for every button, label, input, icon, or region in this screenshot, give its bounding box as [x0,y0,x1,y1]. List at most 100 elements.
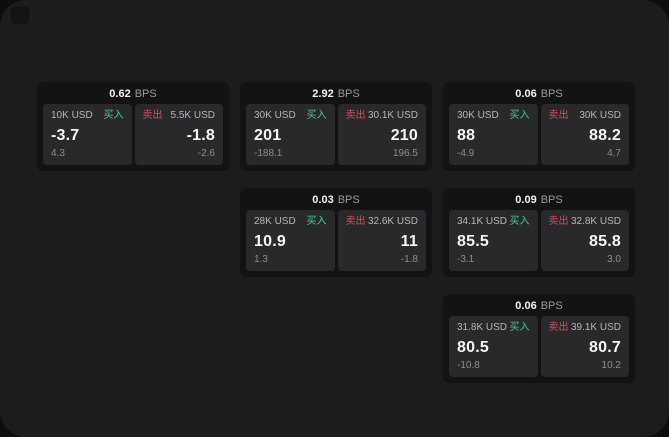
sell-size-label: 32.6K USD [367,216,418,227]
buy-size-label: 34.1K USD [457,216,508,227]
sell-delta: 196.5 [392,148,418,159]
sell-size-label: 32.8K USD [570,216,621,227]
bps-value: 2.92 [312,87,334,100]
card-body: 10K USD 买入 -3.7 4.3 卖出 5.5K USD -1.8 -2.… [37,104,229,171]
sell-delta: -2.6 [197,148,215,159]
bps-unit-label: BPS [540,193,563,206]
quote-card[interactable]: 2.92 BPS 30K USD 买入 201 -188.1 卖出 30.1K … [240,82,432,171]
sell-size-label: 30K USD [579,110,621,121]
bps-value: 0.09 [515,193,537,206]
card-body: 30K USD 买入 88 -4.9 卖出 30K USD 88.2 4.7 [443,104,635,171]
buy-price: 10.9 [254,232,286,250]
sell-size-label: 5.5K USD [170,110,215,121]
card-header: 0.62 BPS [37,82,229,104]
quote-card[interactable]: 0.62 BPS 10K USD 买入 -3.7 4.3 卖出 5.5K USD… [37,82,229,171]
sell-price: 210 [390,126,418,144]
bps-value: 0.62 [109,87,131,100]
corner-button[interactable] [11,6,29,24]
buy-side-label: 买入 [306,110,327,121]
buy-panel[interactable]: 30K USD 买入 201 -188.1 [246,104,335,165]
buy-panel[interactable]: 30K USD 买入 88 -4.9 [449,104,538,165]
buy-price: 85.5 [457,232,489,250]
buy-delta: -10.8 [457,360,480,371]
sell-panel-header: 卖出 30.1K USD [346,110,419,122]
quote-card[interactable]: 0.06 BPS 31.8K USD 买入 80.5 -10.8 卖出 39.1… [443,294,635,383]
sell-panel-header: 卖出 39.1K USD [549,322,622,334]
sell-panel[interactable]: 卖出 39.1K USD 80.7 10.2 [540,316,629,377]
quote-card[interactable]: 0.03 BPS 28K USD 买入 10.9 1.3 卖出 32.6K US… [240,188,432,277]
card-body: 30K USD 买入 201 -188.1 卖出 30.1K USD 210 1… [240,104,432,171]
buy-size-label: 31.8K USD [457,322,508,333]
buy-side-label: 买入 [509,110,530,121]
buy-panel-header: 34.1K USD 买入 [457,216,530,228]
buy-size-label: 28K USD [254,216,296,227]
sell-panel-header: 卖出 5.5K USD [143,110,216,122]
bps-unit-label: BPS [337,193,360,206]
buy-side-label: 买入 [103,110,124,121]
sell-price: 80.7 [589,338,621,356]
buy-panel[interactable]: 28K USD 买入 10.9 1.3 [246,210,335,271]
buy-size-label: 10K USD [51,110,93,121]
card-body: 31.8K USD 买入 80.5 -10.8 卖出 39.1K USD 80.… [443,316,635,383]
buy-panel-header: 28K USD 买入 [254,216,327,228]
buy-delta: -3.1 [457,254,475,265]
card-header: 0.06 BPS [443,82,635,104]
quote-card[interactable]: 0.09 BPS 34.1K USD 买入 85.5 -3.1 卖出 32.8K… [443,188,635,277]
sell-price: 85.8 [589,232,621,250]
sell-panel[interactable]: 卖出 30K USD 88.2 4.7 [540,104,629,165]
buy-panel[interactable]: 10K USD 买入 -3.7 4.3 [43,104,132,165]
buy-price: -3.7 [51,126,80,144]
bps-value: 0.06 [515,87,537,100]
quote-card[interactable]: 0.06 BPS 30K USD 买入 88 -4.9 卖出 30K USD 8… [443,82,635,171]
buy-price: 80.5 [457,338,489,356]
buy-size-label: 30K USD [457,110,499,121]
sell-delta: -1.8 [400,254,418,265]
buy-panel-header: 10K USD 买入 [51,110,124,122]
sell-price: 11 [400,232,418,250]
bps-value: 0.03 [312,193,334,206]
bps-value: 0.06 [515,299,537,312]
sell-delta: 10.2 [601,360,621,371]
buy-panel[interactable]: 31.8K USD 买入 80.5 -10.8 [449,316,538,377]
sell-panel[interactable]: 卖出 32.6K USD 11 -1.8 [337,210,426,271]
buy-panel-header: 31.8K USD 买入 [457,322,530,334]
sell-panel[interactable]: 卖出 5.5K USD -1.8 -2.6 [134,104,223,165]
buy-delta: 1.3 [254,254,268,265]
sell-size-label: 30.1K USD [367,110,418,121]
buy-delta: -4.9 [457,148,475,159]
quotes-grid: 0.62 BPS 10K USD 买入 -3.7 4.3 卖出 5.5K USD… [37,82,635,383]
sell-side-label: 卖出 [345,216,366,227]
buy-delta: -188.1 [254,148,283,159]
bps-unit-label: BPS [540,299,563,312]
sell-side-label: 卖出 [142,110,163,121]
buy-side-label: 买入 [509,216,530,227]
sell-price: 88.2 [589,126,621,144]
buy-size-label: 30K USD [254,110,296,121]
buy-side-label: 买入 [306,216,327,227]
sell-side-label: 卖出 [548,322,569,333]
sell-side-label: 卖出 [345,110,366,121]
sell-panel[interactable]: 卖出 30.1K USD 210 196.5 [337,104,426,165]
sell-side-label: 卖出 [548,216,569,227]
buy-price: 88 [457,126,476,144]
buy-panel[interactable]: 34.1K USD 买入 85.5 -3.1 [449,210,538,271]
sell-panel-header: 卖出 32.8K USD [549,216,622,228]
bps-unit-label: BPS [134,87,157,100]
sell-price: -1.8 [186,126,215,144]
sell-delta: 4.7 [607,148,621,159]
sell-panel[interactable]: 卖出 32.8K USD 85.8 3.0 [540,210,629,271]
card-body: 34.1K USD 买入 85.5 -3.1 卖出 32.8K USD 85.8… [443,210,635,277]
buy-price: 201 [254,126,282,144]
buy-panel-header: 30K USD 买入 [457,110,530,122]
sell-size-label: 39.1K USD [570,322,621,333]
sell-delta: 3.0 [607,254,621,265]
buy-panel-header: 30K USD 买入 [254,110,327,122]
card-header: 0.03 BPS [240,188,432,210]
sell-side-label: 卖出 [548,110,569,121]
card-header: 2.92 BPS [240,82,432,104]
card-header: 0.06 BPS [443,294,635,316]
bps-unit-label: BPS [337,87,360,100]
bps-unit-label: BPS [540,87,563,100]
sell-panel-header: 卖出 30K USD [549,110,622,122]
